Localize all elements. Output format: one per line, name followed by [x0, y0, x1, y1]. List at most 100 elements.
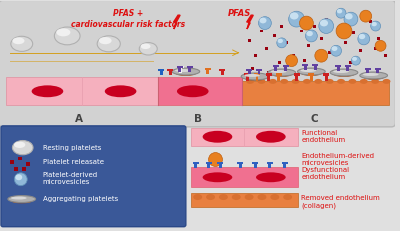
Ellipse shape: [245, 194, 254, 200]
FancyBboxPatch shape: [218, 162, 224, 164]
FancyBboxPatch shape: [158, 69, 164, 71]
FancyBboxPatch shape: [177, 66, 183, 67]
FancyBboxPatch shape: [336, 27, 340, 30]
FancyBboxPatch shape: [307, 44, 310, 47]
Ellipse shape: [319, 19, 334, 33]
Ellipse shape: [352, 57, 357, 61]
Ellipse shape: [300, 16, 313, 30]
Text: A: A: [75, 114, 83, 124]
FancyBboxPatch shape: [221, 69, 224, 76]
Ellipse shape: [306, 31, 313, 36]
FancyBboxPatch shape: [376, 67, 379, 73]
Ellipse shape: [271, 70, 287, 73]
FancyBboxPatch shape: [266, 73, 272, 76]
FancyBboxPatch shape: [0, 0, 395, 127]
FancyBboxPatch shape: [335, 65, 341, 67]
Ellipse shape: [32, 85, 63, 97]
FancyBboxPatch shape: [320, 37, 323, 40]
Ellipse shape: [272, 73, 292, 76]
FancyBboxPatch shape: [308, 73, 314, 76]
Ellipse shape: [371, 21, 380, 31]
Ellipse shape: [290, 12, 298, 19]
FancyBboxPatch shape: [267, 74, 270, 81]
Ellipse shape: [320, 20, 328, 26]
FancyBboxPatch shape: [206, 67, 209, 74]
Ellipse shape: [206, 194, 215, 200]
Ellipse shape: [283, 194, 292, 200]
Ellipse shape: [14, 173, 27, 186]
Ellipse shape: [258, 79, 266, 84]
Text: C: C: [310, 114, 318, 124]
Ellipse shape: [256, 131, 286, 143]
Ellipse shape: [105, 85, 136, 97]
FancyBboxPatch shape: [278, 61, 281, 64]
Ellipse shape: [358, 33, 370, 45]
Polygon shape: [174, 15, 180, 29]
Ellipse shape: [208, 152, 222, 166]
FancyBboxPatch shape: [256, 69, 262, 70]
Ellipse shape: [364, 76, 384, 79]
Ellipse shape: [382, 79, 390, 84]
Ellipse shape: [292, 79, 300, 84]
FancyBboxPatch shape: [258, 69, 260, 74]
Ellipse shape: [177, 85, 208, 97]
Text: Endothelium-derived
microvesicles: Endothelium-derived microvesicles: [302, 152, 374, 166]
Ellipse shape: [258, 17, 271, 30]
Ellipse shape: [268, 69, 296, 76]
FancyBboxPatch shape: [325, 74, 328, 81]
Ellipse shape: [256, 172, 286, 182]
Ellipse shape: [286, 55, 298, 67]
Ellipse shape: [269, 79, 277, 84]
Ellipse shape: [14, 142, 25, 148]
Ellipse shape: [11, 36, 33, 51]
Ellipse shape: [360, 10, 372, 22]
FancyBboxPatch shape: [191, 193, 298, 207]
Ellipse shape: [345, 13, 353, 19]
Ellipse shape: [15, 174, 22, 180]
Ellipse shape: [56, 28, 70, 36]
FancyBboxPatch shape: [282, 162, 288, 164]
FancyBboxPatch shape: [193, 162, 199, 164]
FancyBboxPatch shape: [277, 74, 280, 81]
FancyBboxPatch shape: [280, 24, 283, 27]
FancyBboxPatch shape: [268, 162, 271, 168]
FancyBboxPatch shape: [254, 73, 260, 76]
Ellipse shape: [333, 70, 349, 73]
FancyBboxPatch shape: [18, 157, 22, 161]
Ellipse shape: [139, 43, 157, 55]
Text: B: B: [194, 114, 202, 124]
FancyBboxPatch shape: [239, 162, 242, 168]
Ellipse shape: [302, 72, 321, 76]
Ellipse shape: [371, 79, 379, 84]
FancyBboxPatch shape: [284, 65, 287, 70]
FancyBboxPatch shape: [295, 74, 298, 81]
FancyBboxPatch shape: [375, 67, 380, 70]
FancyBboxPatch shape: [244, 73, 250, 76]
Ellipse shape: [372, 22, 377, 26]
Ellipse shape: [300, 69, 316, 72]
Ellipse shape: [241, 73, 269, 80]
Ellipse shape: [219, 194, 228, 200]
Ellipse shape: [54, 27, 80, 45]
FancyBboxPatch shape: [336, 65, 340, 70]
Ellipse shape: [203, 172, 232, 182]
Ellipse shape: [277, 38, 287, 48]
Ellipse shape: [337, 9, 342, 13]
FancyBboxPatch shape: [26, 162, 30, 166]
FancyBboxPatch shape: [345, 65, 351, 67]
FancyBboxPatch shape: [325, 18, 328, 21]
FancyBboxPatch shape: [207, 162, 210, 168]
FancyBboxPatch shape: [191, 167, 298, 187]
Ellipse shape: [337, 79, 345, 84]
Ellipse shape: [303, 79, 311, 84]
Ellipse shape: [352, 56, 360, 65]
FancyBboxPatch shape: [283, 162, 286, 168]
FancyBboxPatch shape: [384, 54, 387, 57]
Text: Removed endothelium
(collagen): Removed endothelium (collagen): [302, 195, 380, 209]
FancyBboxPatch shape: [191, 128, 298, 146]
Text: PFAS: PFAS: [227, 9, 251, 18]
Ellipse shape: [172, 68, 200, 75]
FancyBboxPatch shape: [178, 66, 181, 72]
Ellipse shape: [332, 46, 338, 51]
Ellipse shape: [334, 73, 354, 76]
